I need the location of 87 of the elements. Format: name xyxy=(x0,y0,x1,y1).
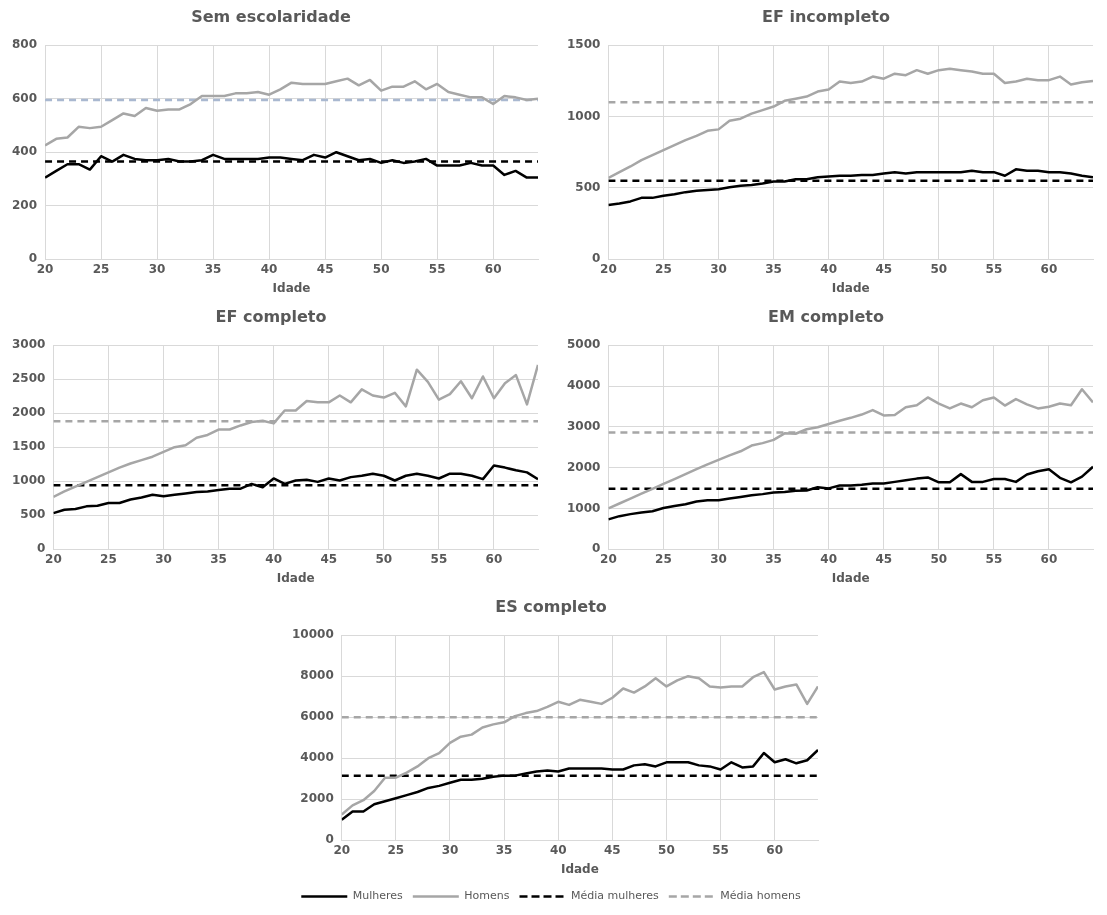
x-axis-title: Idade xyxy=(560,861,599,876)
x-axis-title: Idade xyxy=(276,570,315,585)
x-axis-title: Idade xyxy=(831,280,870,295)
x-axis-title: Idade xyxy=(272,280,311,295)
x-tick-label: 40 xyxy=(265,551,283,566)
legend-label: Média mulheres xyxy=(571,889,660,903)
x-tick-label: 55 xyxy=(428,261,446,276)
y-tick-label: 5000 xyxy=(566,337,601,352)
x-tick-label: 35 xyxy=(204,261,222,276)
x-tick-label: 35 xyxy=(495,842,513,857)
y-tick-label: 1000 xyxy=(566,500,601,515)
legend-label: Mulheres xyxy=(352,889,404,903)
x-tick-label: 35 xyxy=(210,551,227,566)
y-tick-label: 3000 xyxy=(11,337,46,352)
x-tick-label: 60 xyxy=(1040,551,1058,566)
x-tick-label: 40 xyxy=(549,842,567,857)
y-tick-label: 2500 xyxy=(11,371,46,386)
x-tick-label: 50 xyxy=(372,261,390,276)
x-tick-label: 55 xyxy=(985,551,1003,566)
y-tick-label: 6000 xyxy=(300,709,334,724)
y-tick-label: 0 xyxy=(325,832,334,847)
x-tick-label: 50 xyxy=(930,261,948,276)
x-tick-label: 30 xyxy=(148,261,166,276)
y-tick-label: 0 xyxy=(28,251,38,266)
y-tick-label: 3000 xyxy=(566,418,601,433)
x-tick-label: 50 xyxy=(658,842,675,857)
y-tick-label: 2000 xyxy=(566,459,601,474)
x-tick-label: 40 xyxy=(820,551,838,566)
x-tick-label: 45 xyxy=(320,551,338,566)
chart-title: EM completo xyxy=(768,306,885,326)
y-tick-label: 0 xyxy=(37,541,46,556)
x-tick-label: 20 xyxy=(36,261,54,276)
x-tick-label: 55 xyxy=(985,261,1003,276)
x-tick-label: 20 xyxy=(600,551,617,566)
x-tick-label: 25 xyxy=(387,842,405,857)
y-tick-label: 2000 xyxy=(11,405,46,420)
x-tick-label: 55 xyxy=(712,842,729,857)
x-tick-label: 35 xyxy=(765,261,782,276)
x-tick-label: 55 xyxy=(430,551,448,566)
x-tick-label: 30 xyxy=(710,551,727,566)
y-tick-label: 2000 xyxy=(300,791,334,806)
x-axis-title: Idade xyxy=(831,570,870,585)
y-tick-label: 400 xyxy=(11,144,38,159)
chart-title: Sem escolaridade xyxy=(191,6,351,26)
x-tick-label: 20 xyxy=(600,261,617,276)
y-tick-label: 0 xyxy=(592,251,601,266)
x-tick-label: 60 xyxy=(485,551,503,566)
x-tick-label: 35 xyxy=(765,551,782,566)
x-tick-label: 50 xyxy=(375,551,393,566)
x-tick-label: 30 xyxy=(441,842,459,857)
y-tick-label: 1500 xyxy=(566,37,601,52)
y-tick-label: 200 xyxy=(11,197,38,212)
y-tick-label: 1500 xyxy=(11,439,46,454)
y-tick-label: 10000 xyxy=(292,627,334,642)
x-tick-label: 25 xyxy=(655,261,672,276)
y-tick-label: 4000 xyxy=(566,378,601,393)
x-tick-label: 45 xyxy=(603,842,621,857)
x-tick-label: 60 xyxy=(1040,261,1058,276)
x-tick-label: 25 xyxy=(655,551,672,566)
x-tick-label: 30 xyxy=(155,551,172,566)
y-tick-label: 4000 xyxy=(300,750,334,765)
chart-title: ES completo xyxy=(495,596,607,616)
chart-title: EF completo xyxy=(215,306,327,326)
legend-label: Homens xyxy=(464,889,510,903)
x-tick-label: 45 xyxy=(316,261,334,276)
x-tick-label: 40 xyxy=(260,261,278,276)
y-tick-label: 600 xyxy=(11,90,38,105)
x-tick-label: 40 xyxy=(820,261,838,276)
x-tick-label: 45 xyxy=(875,261,893,276)
y-tick-label: 800 xyxy=(11,37,38,52)
y-tick-label: 0 xyxy=(592,541,601,556)
x-tick-label: 25 xyxy=(92,261,110,276)
x-tick-label: 30 xyxy=(710,261,727,276)
y-tick-label: 8000 xyxy=(300,668,334,683)
x-tick-label: 60 xyxy=(766,842,784,857)
y-tick-label: 500 xyxy=(20,507,46,522)
x-tick-label: 20 xyxy=(333,842,351,857)
y-tick-label: 1000 xyxy=(566,108,601,123)
x-tick-label: 20 xyxy=(45,551,62,566)
y-tick-label: 1000 xyxy=(11,473,46,488)
y-tick-label: 500 xyxy=(575,179,601,194)
x-tick-label: 45 xyxy=(875,551,893,566)
chart-title: EF incompleto xyxy=(762,6,890,26)
x-tick-label: 60 xyxy=(484,261,502,276)
legend-label: Média homens xyxy=(720,889,801,903)
x-tick-label: 50 xyxy=(930,551,948,566)
x-tick-label: 25 xyxy=(100,551,117,566)
